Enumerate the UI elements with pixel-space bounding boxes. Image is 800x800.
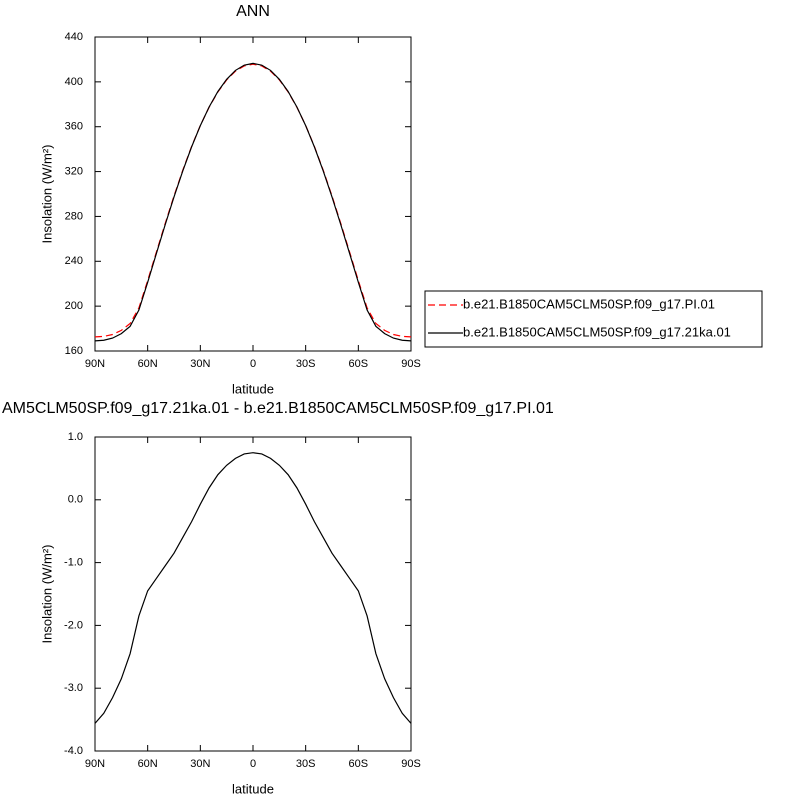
series-line bbox=[94, 452, 412, 724]
x-tick-label: 60S bbox=[349, 758, 369, 770]
y-tick-label: 400 bbox=[65, 76, 83, 88]
x-axis-label: latitude bbox=[232, 381, 274, 396]
x-tick-label: 0 bbox=[250, 358, 256, 370]
y-tick-label: -4.0 bbox=[64, 745, 83, 757]
series-line bbox=[94, 63, 412, 338]
y-tick-label: 1.0 bbox=[68, 431, 83, 443]
y-tick-label: 240 bbox=[65, 255, 83, 267]
x-tick-label: 60S bbox=[349, 358, 369, 370]
y-axis-label: Insolation (W/m²) bbox=[39, 545, 54, 644]
y-tick-label: 360 bbox=[65, 121, 83, 133]
x-tick-label: 30S bbox=[296, 758, 316, 770]
series-line bbox=[94, 62, 412, 342]
x-tick-label: 30N bbox=[190, 358, 210, 370]
plot-frame bbox=[94, 36, 412, 352]
x-tick-label: 90N bbox=[85, 358, 105, 370]
x-tick-label: 60N bbox=[138, 358, 158, 370]
x-tick-label: 90N bbox=[85, 758, 105, 770]
y-tick-label: 440 bbox=[65, 31, 83, 43]
y-axis-label: Insolation (W/m²) bbox=[39, 145, 54, 244]
y-tick-label: 280 bbox=[65, 210, 83, 222]
legend-label: b.e21.B1850CAM5CLM50SP.f09_g17.PI.01 bbox=[463, 296, 715, 311]
chart-title: AM5CLM50SP.f09_g17.21ka.01 - b.e21.B1850… bbox=[2, 400, 554, 417]
x-tick-label: 90S bbox=[401, 358, 421, 370]
x-tick-label: 30S bbox=[296, 358, 316, 370]
plot-frame bbox=[94, 436, 412, 752]
y-tick-label: -1.0 bbox=[64, 557, 83, 569]
legend-label: b.e21.B1850CAM5CLM50SP.f09_g17.21ka.01 bbox=[463, 324, 731, 339]
y-tick-label: 200 bbox=[65, 300, 83, 312]
chart-title: ANN bbox=[236, 3, 270, 20]
x-tick-label: 60N bbox=[138, 758, 158, 770]
y-tick-label: 320 bbox=[65, 165, 83, 177]
x-tick-label: 30N bbox=[190, 758, 210, 770]
y-tick-label: -2.0 bbox=[64, 619, 83, 631]
legend-box bbox=[424, 290, 763, 348]
y-tick-label: -3.0 bbox=[64, 682, 83, 694]
y-tick-label: 160 bbox=[65, 345, 83, 357]
y-tick-label: 0.0 bbox=[68, 494, 83, 506]
x-tick-label: 90S bbox=[401, 758, 421, 770]
x-tick-label: 0 bbox=[250, 758, 256, 770]
x-axis-label: latitude bbox=[232, 781, 274, 796]
